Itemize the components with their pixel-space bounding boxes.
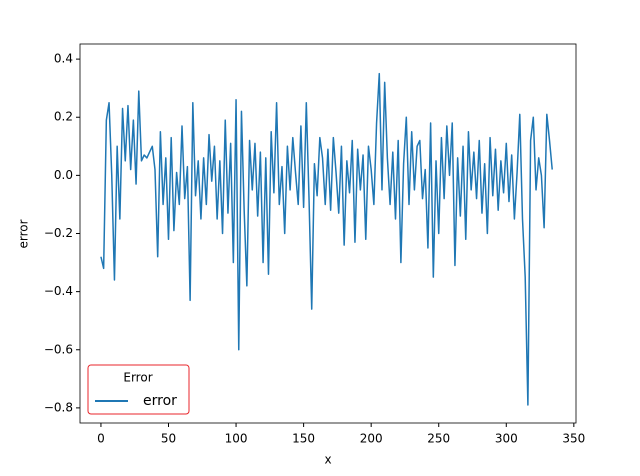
- y-tick-label: −0.8: [44, 400, 73, 414]
- x-tick-label: 250: [427, 432, 450, 446]
- x-axis-label: x: [324, 453, 331, 467]
- y-tick-label: −0.2: [44, 226, 73, 240]
- data-line: [100, 72, 553, 406]
- y-tick-label: −0.4: [44, 284, 73, 298]
- legend-title: Error: [123, 371, 152, 385]
- x-tick-label: 300: [495, 432, 518, 446]
- legend-label: error: [143, 393, 177, 409]
- x-tick-label: 350: [562, 432, 585, 446]
- x-tick-label: 50: [161, 432, 176, 446]
- y-axis-label: error: [17, 219, 31, 248]
- x-tick-label: 100: [225, 432, 248, 446]
- y-tick-label: −0.6: [44, 342, 73, 356]
- y-tick-label: 0.2: [54, 110, 73, 124]
- y-tick-label: 0.4: [54, 52, 73, 66]
- x-tick-label: 200: [360, 432, 383, 446]
- x-tick-label: 0: [97, 432, 105, 446]
- x-tick-label: 150: [292, 432, 315, 446]
- y-tick-label: 0.0: [54, 168, 73, 182]
- axes-frame: [79, 43, 577, 424]
